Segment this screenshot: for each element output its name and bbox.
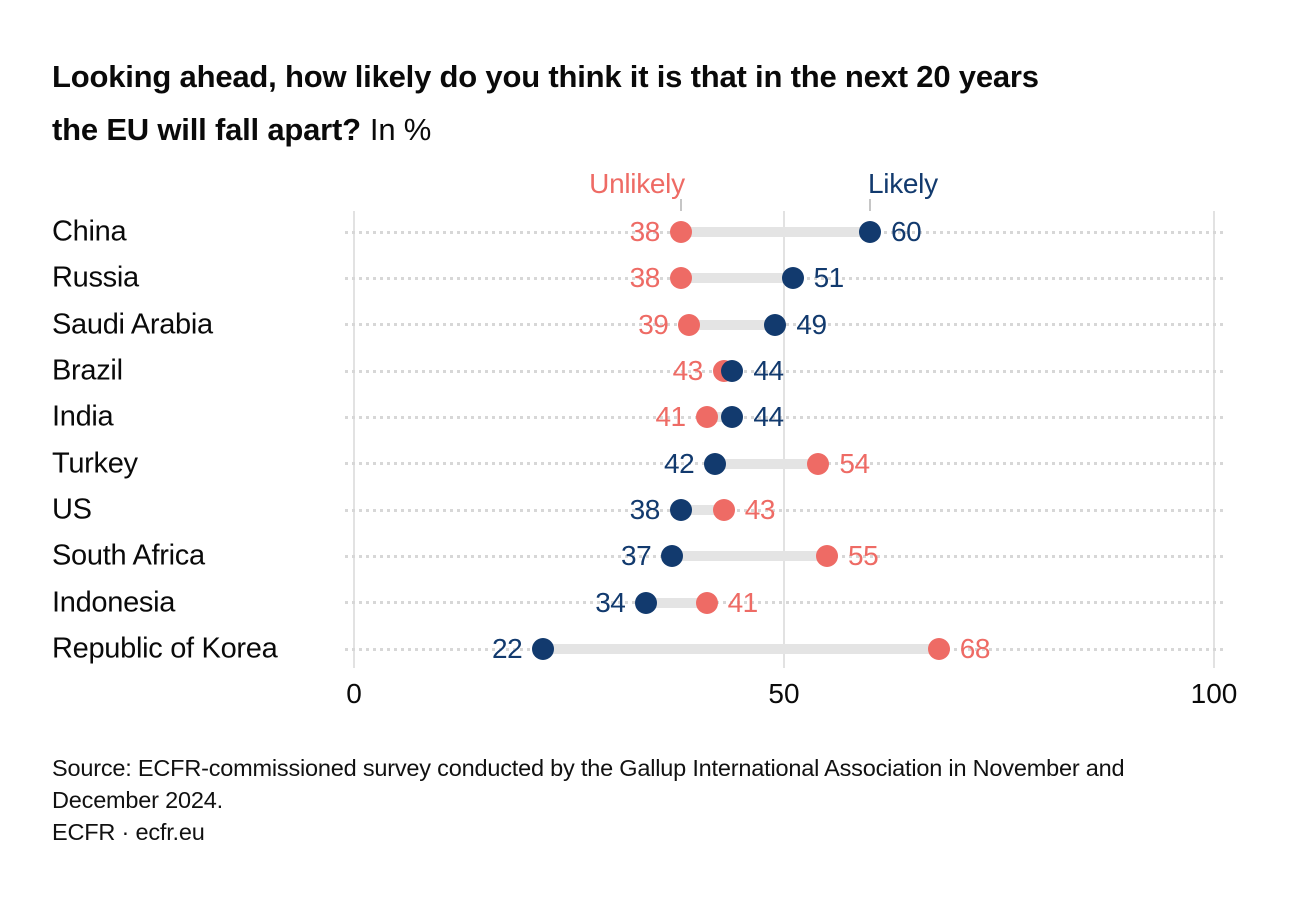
title-line-2: the EU will fall apart? In %	[52, 103, 1262, 156]
likely-dot	[859, 221, 881, 243]
dumbbell-connector	[680, 227, 870, 237]
unlikely-dot	[816, 545, 838, 568]
unlikely-dot	[927, 638, 950, 661]
dumbbell-connector	[543, 644, 939, 655]
unlikely-value-label: 41	[727, 586, 759, 618]
legend-likely-pointer-tick	[869, 199, 871, 211]
unlikely-dot	[669, 267, 692, 290]
country-label: China	[52, 215, 127, 248]
unlikely-value-label: 39	[638, 308, 669, 340]
country-label: Saudi Arabia	[52, 308, 213, 341]
country-label: Russia	[52, 261, 139, 294]
dumbbell-connector	[680, 273, 793, 284]
likely-dot	[764, 313, 787, 336]
x-gridline-0	[353, 211, 355, 668]
x-tick-label-0: 0	[346, 678, 362, 709]
likely-value-label: 49	[796, 308, 827, 340]
unlikely-value-label: 38	[629, 216, 661, 247]
dumbbell-connector	[689, 319, 776, 330]
likely-dot	[661, 545, 684, 568]
title-line-1: Looking ahead, how likely do you think i…	[52, 50, 1262, 103]
likely-value-label: 51	[813, 262, 845, 294]
country-label: South Africa	[52, 539, 205, 572]
dumbbell-connector	[672, 551, 827, 562]
row-gridline	[345, 369, 1226, 373]
dumbbell-connector	[680, 505, 724, 516]
dumbbell-connector	[715, 458, 819, 469]
unlikely-dot	[695, 406, 718, 429]
chart-title: Looking ahead, how likely do you think i…	[52, 50, 1262, 156]
unlikely-value-label: 43	[744, 494, 776, 526]
dumbbell-connector	[646, 597, 707, 608]
unlikely-value-label: 54	[839, 447, 870, 479]
country-label: India	[52, 400, 114, 433]
chart-footer: Source: ECFR-commissioned survey conduct…	[52, 752, 1207, 848]
unlikely-dot	[807, 452, 830, 475]
unlikely-value-label: 38	[629, 262, 661, 294]
branding: ECFR · ecfr.eu	[52, 819, 205, 845]
unlikely-value-label: 41	[655, 401, 686, 433]
likely-value-label: 22	[492, 633, 523, 665]
likely-dot	[532, 638, 555, 661]
x-tick-label-50: 50	[768, 678, 800, 709]
row-gridline	[345, 508, 1226, 512]
dumbbell-connector	[706, 412, 733, 423]
likely-dot	[669, 499, 692, 522]
x-tick-label-100: 100	[1190, 678, 1238, 709]
country-label: Turkey	[52, 447, 138, 480]
likely-dot	[721, 406, 744, 429]
legend-unlikely-label: Unlikely	[589, 168, 685, 199]
likely-value-label: 37	[621, 540, 652, 572]
likely-value-label: 38	[629, 494, 661, 526]
row-gridline	[345, 601, 1226, 605]
unlikely-value-label: 43	[672, 355, 704, 387]
legend-unlikely-pointer-tick	[679, 199, 682, 211]
likely-value-label: 34	[595, 586, 626, 618]
country-label: Indonesia	[52, 586, 176, 619]
x-gridline-50	[783, 211, 785, 668]
source-note: Source: ECFR-commissioned survey conduct…	[52, 755, 1125, 813]
likely-value-label: 44	[753, 355, 784, 387]
likely-dot	[704, 452, 727, 475]
x-gridline-100	[1213, 211, 1215, 668]
title-units: In %	[369, 112, 432, 147]
likely-value-label: 42	[664, 447, 695, 479]
likely-dot	[781, 267, 804, 290]
likely-dot	[721, 360, 744, 383]
country-label: Republic of Korea	[52, 632, 278, 665]
title-text-line2: the EU will fall apart?	[52, 112, 361, 147]
unlikely-dot	[678, 313, 701, 336]
likely-value-label: 60	[891, 216, 922, 247]
unlikely-value-label: 55	[848, 540, 879, 572]
likely-value-label: 44	[753, 401, 784, 433]
row-gridline	[345, 415, 1226, 419]
likely-dot	[635, 591, 658, 614]
unlikely-dot	[695, 591, 718, 614]
country-label: US	[52, 493, 92, 526]
unlikely-dot	[712, 499, 735, 522]
legend-likely-label: Likely	[868, 168, 938, 199]
title-text-line1: Looking ahead, how likely do you think i…	[52, 59, 1039, 94]
unlikely-value-label: 68	[959, 633, 991, 665]
unlikely-dot	[669, 221, 692, 243]
country-label: Brazil	[52, 354, 123, 387]
